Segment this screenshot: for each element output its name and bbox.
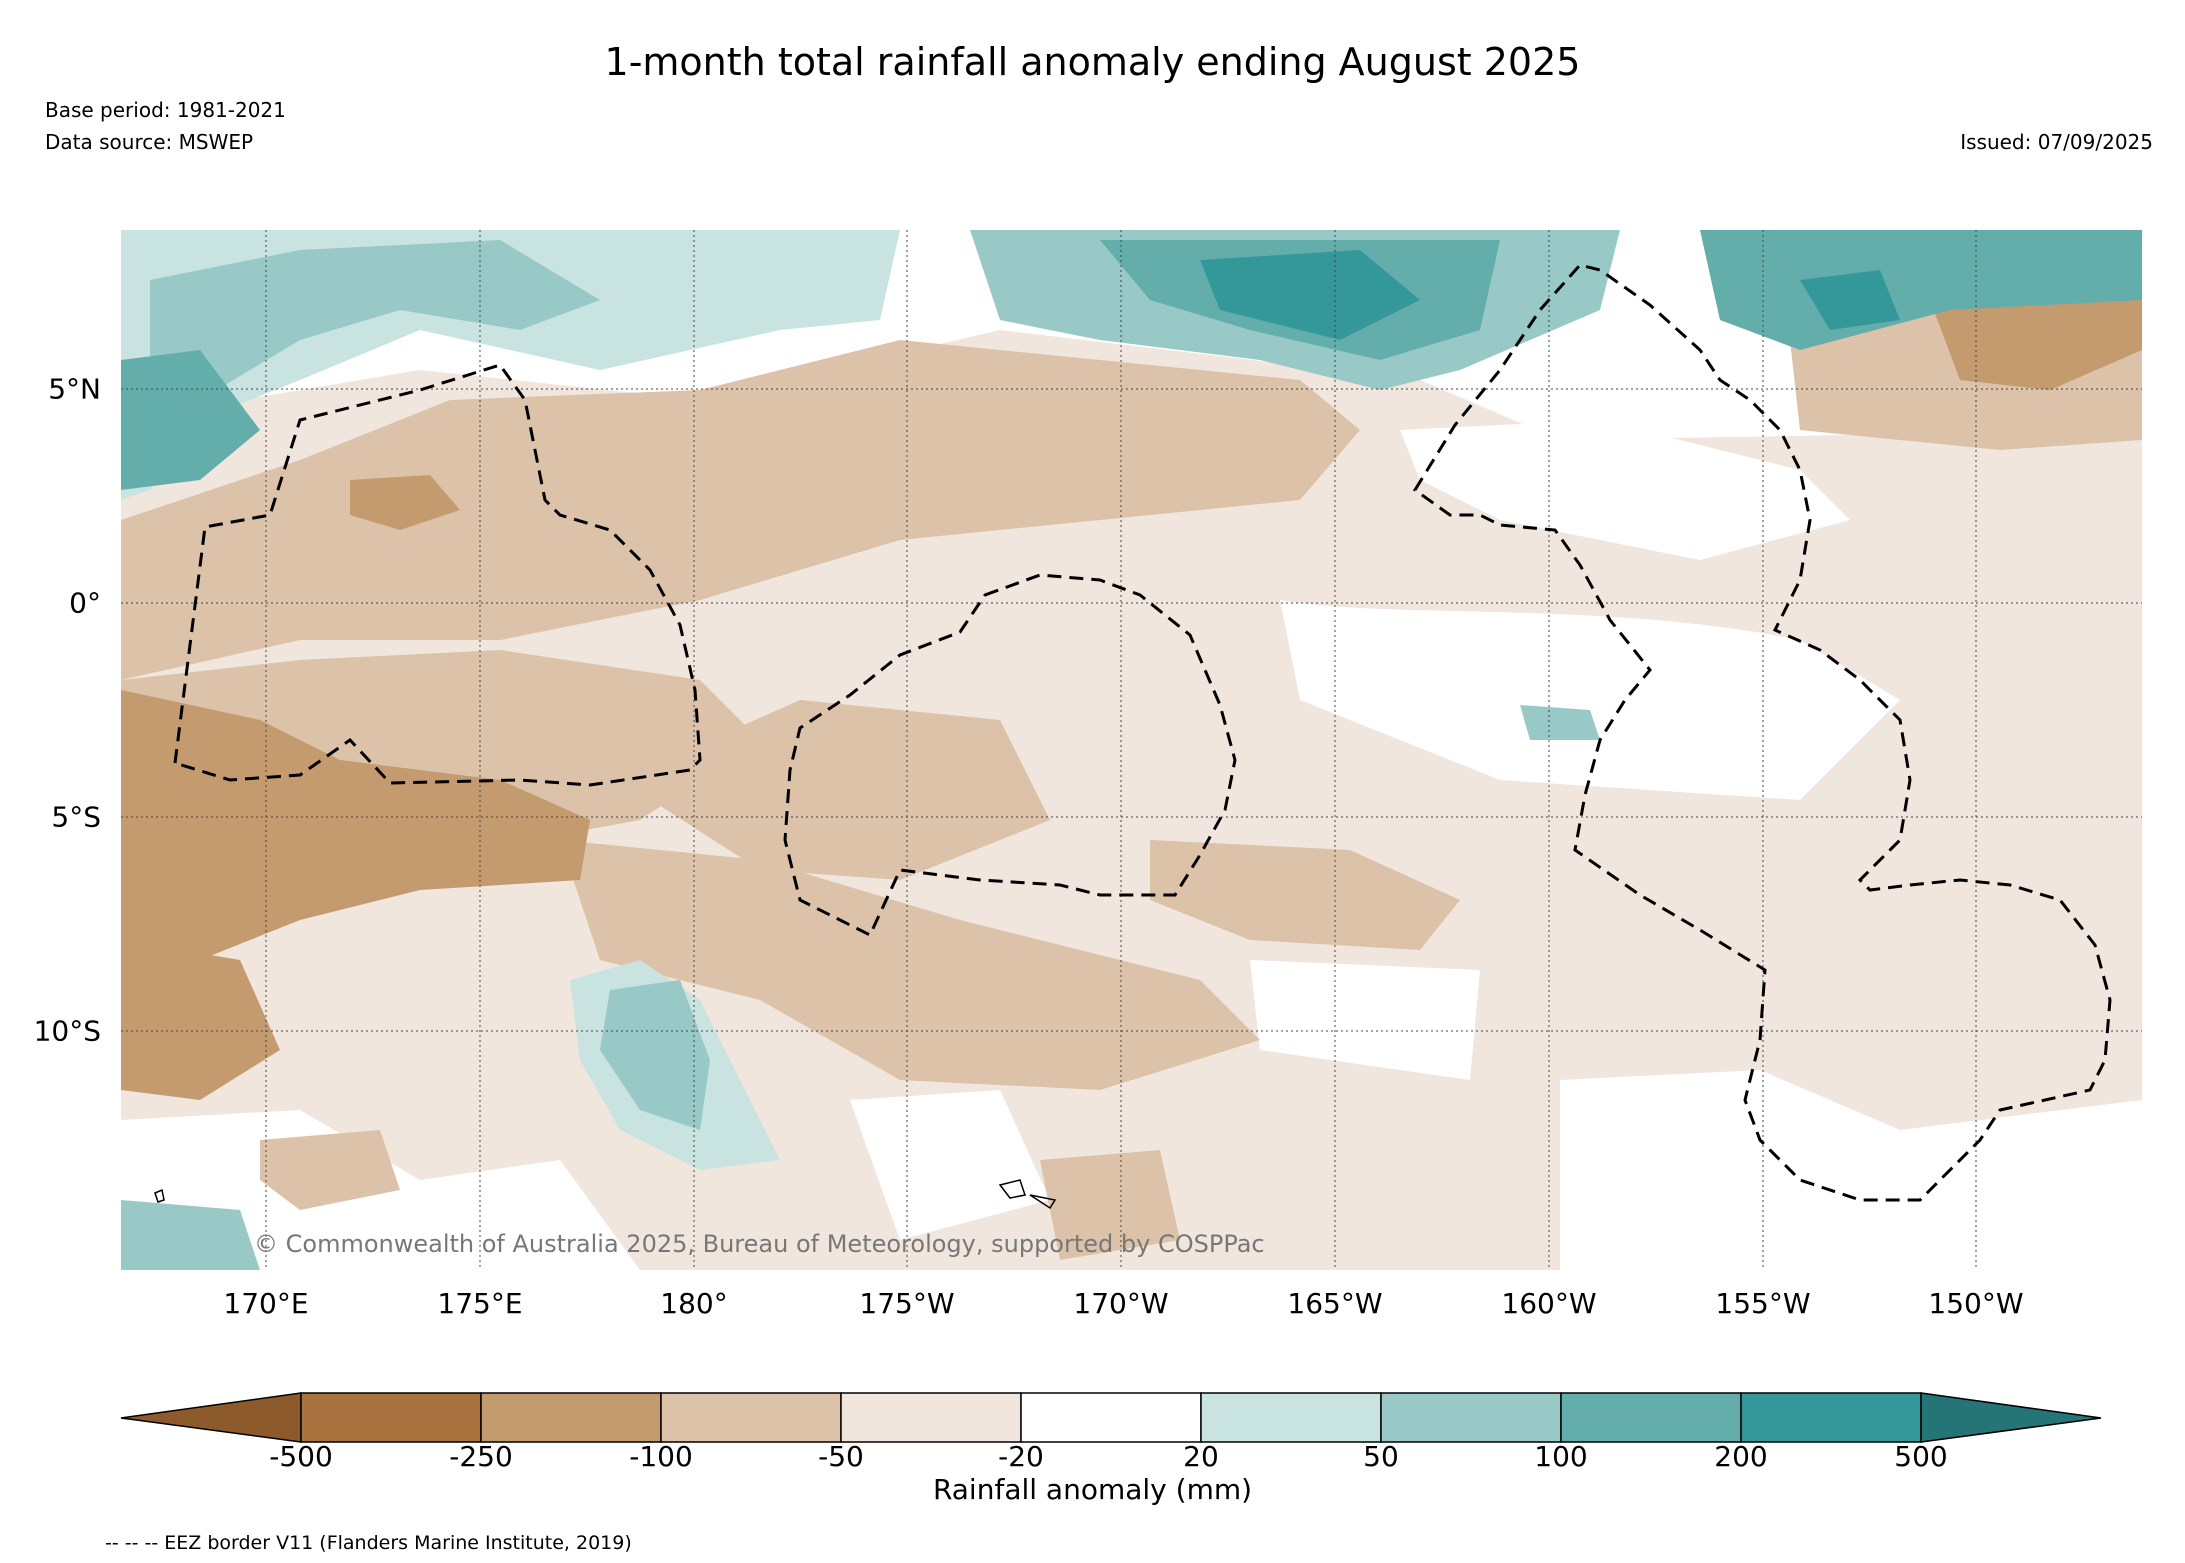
colorbar-segment-lt-500 [120,1392,302,1443]
wet-region-northwest-3 [121,350,260,490]
colorbar-tick-label: 100 [1534,1440,1588,1473]
colorbar-segment [660,1392,842,1443]
colorbar-title: Rainfall anomaly (mm) [932,1473,1253,1506]
wet-region-northwest-2 [150,240,600,460]
dry-patch-sw [260,1130,400,1210]
colorbar-tick-label: 500 [1894,1440,1948,1473]
lat-label: 5°S [51,800,101,834]
island-outline [998,1179,1026,1199]
near-normal-southeast [1560,1070,2142,1270]
near-normal-region-east-2 [1400,420,1850,560]
dry-patch-central [620,700,1050,880]
colorbar-tick-label: -20 [998,1440,1044,1473]
very-dry-patch-n [350,475,460,530]
lon-label: 160°W [1501,1287,1597,1320]
islands [154,1179,1057,1210]
colorbar-segment [840,1392,1022,1443]
lat-label: 10°S [33,1014,101,1048]
dry-band-south [560,840,1260,1090]
wet-patch-east [1520,705,1600,740]
lon-label: 175°E [437,1287,523,1320]
lon-label: 165°W [1287,1287,1383,1320]
island-outline [1029,1194,1057,1210]
wet-core-northeast [1800,270,1900,330]
lon-label: 155°W [1715,1287,1811,1320]
colorbar-tick-label: -500 [269,1440,333,1473]
lat-label: 5°N [48,372,101,406]
colorbar-segment [1020,1392,1202,1443]
eez-footnote: -- -- -- EEZ border V11 (Flanders Marine… [105,1532,632,1554]
copyright-notice: © Commonwealth of Australia 2025, Bureau… [254,1230,1265,1258]
issued-date: Issued: 07/09/2025 [1960,130,2153,154]
colorbar-segment [1200,1392,1382,1443]
colorbar [120,1392,2102,1443]
map-area [121,230,2142,1270]
colorbar-segment [480,1392,662,1443]
colorbar-tick-label: 200 [1714,1440,1768,1473]
wet-region-northeast [1700,230,2142,350]
near-normal-patch-2 [850,1090,1050,1240]
dry-patch-east [1150,840,1460,950]
lon-label: 150°W [1928,1287,2024,1320]
lon-label: 170°W [1073,1287,1169,1320]
lat-label: 0° [69,586,101,620]
wet-patch-sw-corner [121,1200,260,1270]
colorbar-segment [1380,1392,1562,1443]
map-title: 1-month total rainfall anomaly ending Au… [604,40,1581,84]
eez-borders [173,263,2112,1202]
colorbar-segment-gt-500 [1920,1392,2102,1443]
near-normal-patch [1250,960,1480,1080]
colorbar-tick-label: -250 [449,1440,513,1473]
data-source: Data source: MSWEP [45,130,254,154]
colorbar-tick-label: -50 [818,1440,864,1473]
eez-border-kiribati-gilbert [173,363,702,787]
eez-border-phoenix [783,573,1237,938]
colorbar-segment [1740,1392,1922,1443]
colorbar-tick-label: 50 [1363,1440,1399,1473]
wet-patch-south-2 [600,980,710,1130]
lon-label: 180° [660,1287,728,1320]
lon-label: 175°W [859,1287,955,1320]
very-dry-region-sw [121,940,280,1100]
base-period: Base period: 1981-2021 [45,98,286,122]
wet-core-north [1200,250,1420,340]
colorbar-segment [1560,1392,1742,1443]
very-dry-region-west [121,690,590,980]
colorbar-tick-label: 20 [1183,1440,1219,1473]
lon-label: 170°E [223,1287,309,1320]
dry-band-north [121,340,1360,680]
island-outline [154,1188,165,1203]
near-normal-region-east [1280,600,1900,800]
dry-patch-s [1040,1150,1180,1260]
colorbar-tick-label: -100 [629,1440,693,1473]
colorbar-segment [300,1392,482,1443]
graticule [121,230,2142,1270]
eez-border-line-islands [1412,263,2112,1202]
